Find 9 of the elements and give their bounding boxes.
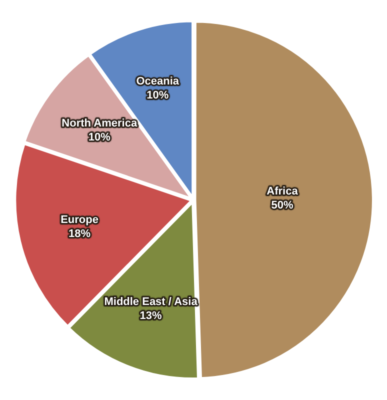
slice-label: Oceania <box>136 76 180 88</box>
slice-label: Europe <box>60 214 98 226</box>
data-label: 10% <box>88 131 111 144</box>
data-label: 50% <box>271 200 294 212</box>
data-label: 13% <box>140 310 162 322</box>
data-label: 10% <box>146 90 169 102</box>
slice-label: North America <box>62 117 138 130</box>
slice-label: Africa <box>266 186 299 198</box>
data-label: 18% <box>68 228 91 240</box>
